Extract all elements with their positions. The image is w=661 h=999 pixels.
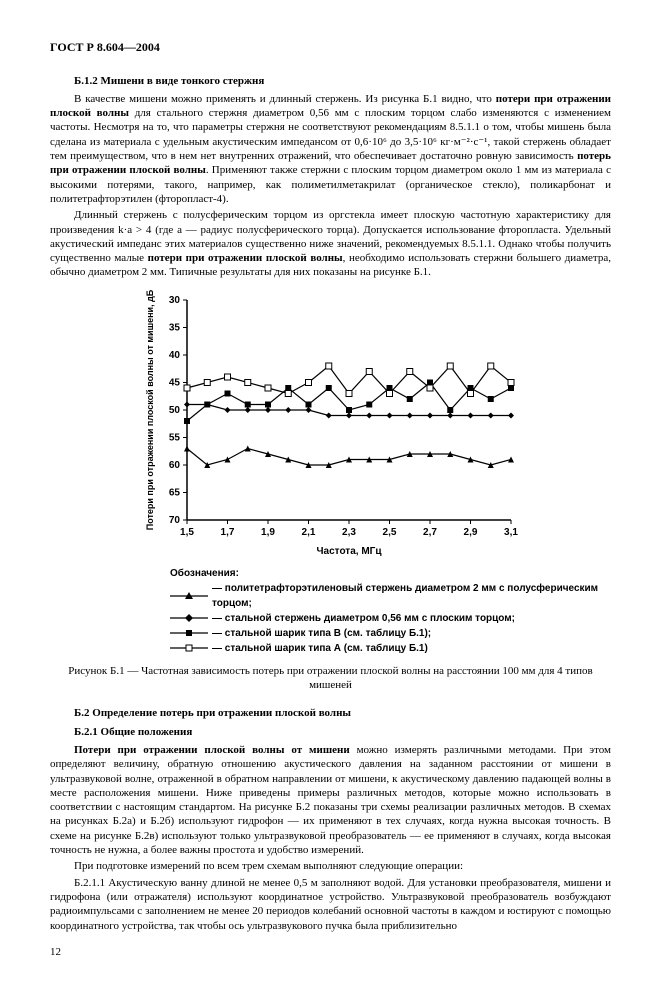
svg-text:1,7: 1,7: [220, 527, 234, 538]
svg-text:30: 30: [168, 295, 180, 306]
legend-label-0: — политетрафторэтиленовый стержень диаме…: [212, 581, 611, 611]
paragraph-3: Потери при отражении плоской волны от ми…: [50, 743, 611, 857]
legend-marker-triangle: [170, 591, 208, 601]
section-b12-title: Б.1.2 Мишени в виде тонкого стержня: [50, 74, 611, 88]
svg-text:2,9: 2,9: [463, 527, 477, 538]
section-b21-title: Б.2.1 Общие положения: [50, 725, 611, 739]
svg-text:35: 35: [168, 322, 180, 333]
legend-header: Обозначения:: [170, 566, 611, 581]
paragraph-2: Длинный стержень с полусферическим торцо…: [50, 208, 611, 279]
svg-text:2,1: 2,1: [301, 527, 315, 538]
svg-text:45: 45: [168, 377, 180, 388]
svg-text:2,3: 2,3: [342, 527, 356, 538]
legend-marker-diamond: [170, 613, 208, 623]
paragraph-1: В качестве мишени можно применять и длин…: [50, 92, 611, 206]
legend-row-3: — стальной шарик типа А (см. таблицу Б.1…: [170, 641, 611, 656]
svg-text:3,1: 3,1: [504, 527, 518, 538]
svg-text:Частота, МГц: Частота, МГц: [316, 546, 382, 557]
legend-label-1: — стальной стержень диаметром 0,56 мм с …: [212, 611, 515, 626]
svg-text:Потери при отражении плоской в: Потери при отражении плоской волны от ми…: [145, 290, 155, 530]
svg-text:1,9: 1,9: [261, 527, 275, 538]
svg-text:40: 40: [168, 350, 180, 361]
svg-text:60: 60: [168, 460, 180, 471]
svg-text:2,5: 2,5: [382, 527, 396, 538]
paragraph-5: Б.2.1.1 Акустическую ванну длиной не мен…: [50, 876, 611, 933]
section-b2-title: Б.2 Определение потерь при отражении пло…: [50, 706, 611, 720]
legend-row-1: — стальной стержень диаметром 0,56 мм с …: [170, 611, 611, 626]
svg-text:70: 70: [168, 515, 180, 526]
svg-text:55: 55: [168, 432, 180, 443]
page-number: 12: [50, 945, 611, 959]
chart-b1: 30 35 40 45 50 55 60 65 701,5 1,7 1,9 2,1 2,3 2,5 2,7 2…: [141, 290, 521, 560]
paragraph-4: При подготовке измерений по всем трем сх…: [50, 859, 611, 873]
legend-label-3: — стальной шарик типа А (см. таблицу Б.1…: [212, 641, 428, 656]
legend-row-0: — политетрафторэтиленовый стержень диаме…: [170, 581, 611, 611]
chart-svg: 30 35 40 45 50 55 60 65 701,5 1,7 1,9 2,1 2,3 2,5 2,7 2…: [141, 290, 521, 560]
legend-block: Обозначения: — политетрафторэтиленовый с…: [170, 566, 611, 656]
svg-text:65: 65: [168, 487, 180, 498]
document-header: ГОСТ Р 8.604—2004: [50, 40, 611, 56]
legend-marker-square-open: [170, 643, 208, 653]
legend-row-2: — стальной шарик типа В (см. таблицу Б.1…: [170, 626, 611, 641]
legend-marker-square-filled: [170, 628, 208, 638]
svg-text:2,7: 2,7: [423, 527, 437, 538]
svg-text:1,5: 1,5: [180, 527, 194, 538]
figure-caption: Рисунок Б.1 — Частотная зависимость поте…: [50, 664, 611, 693]
svg-text:50: 50: [168, 405, 180, 416]
legend-label-2: — стальной шарик типа В (см. таблицу Б.1…: [212, 626, 431, 641]
